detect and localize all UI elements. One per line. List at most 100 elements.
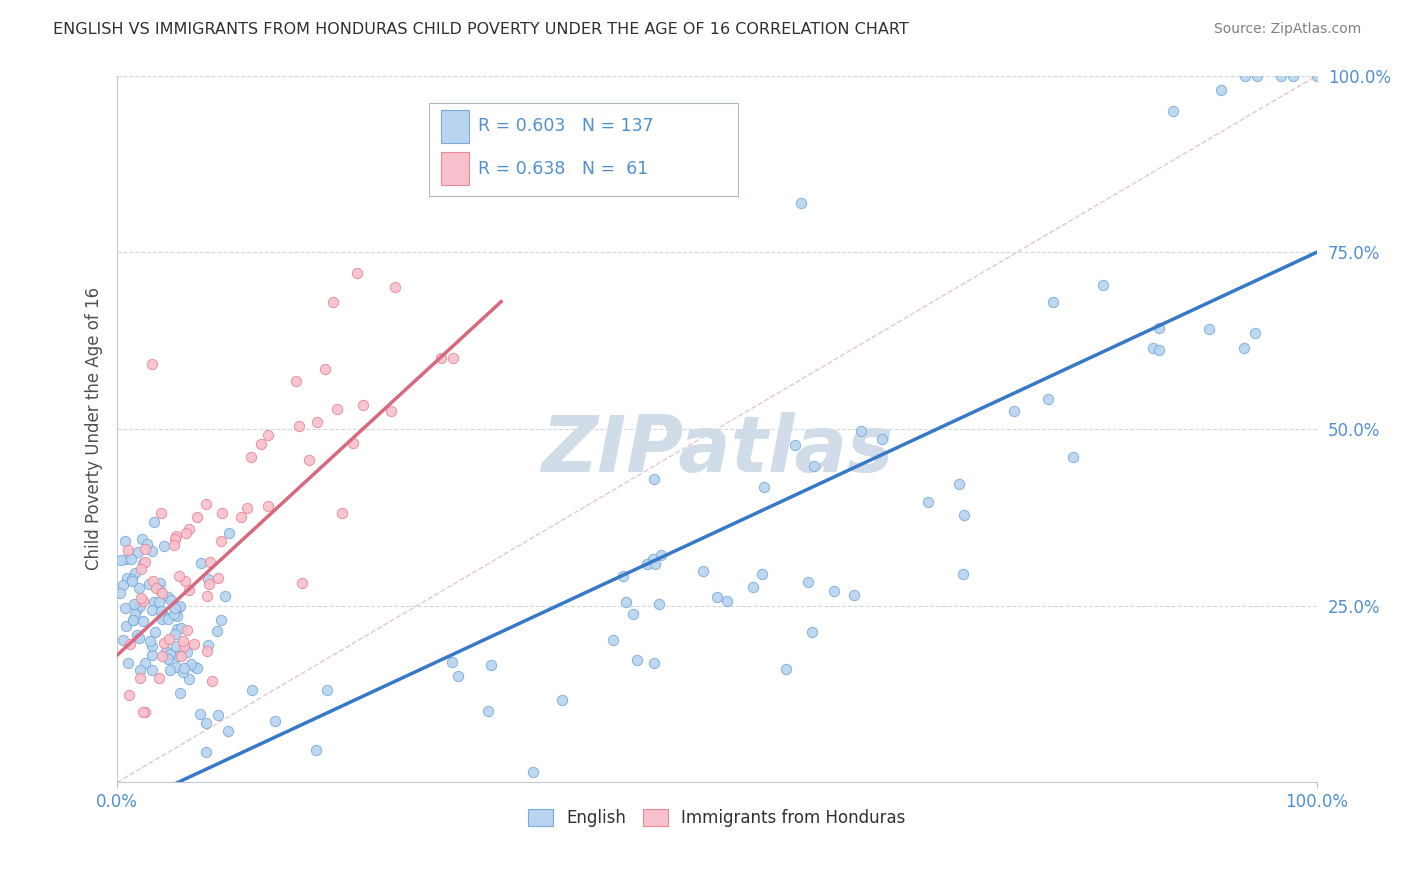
Point	[346, 267, 368, 281]
Point	[842, 588, 865, 602]
Point	[172, 665, 194, 680]
Point	[121, 574, 143, 588]
Point	[121, 573, 143, 587]
Point	[186, 510, 208, 524]
Point	[797, 574, 820, 589]
Point	[621, 607, 644, 621]
Point	[207, 707, 229, 722]
Point	[823, 584, 845, 599]
Point	[110, 586, 132, 600]
Point	[134, 541, 156, 556]
Point	[166, 622, 188, 636]
Point	[1282, 69, 1305, 83]
Point	[198, 555, 221, 569]
Point	[112, 578, 135, 592]
Point	[952, 566, 974, 581]
Y-axis label: Child Poverty Under the Age of 16: Child Poverty Under the Age of 16	[86, 287, 103, 571]
Point	[131, 562, 153, 576]
Point	[602, 632, 624, 647]
Point	[870, 432, 893, 446]
Point	[325, 402, 347, 417]
Point	[134, 555, 156, 569]
Point	[803, 458, 825, 473]
Point	[307, 415, 329, 429]
Point	[125, 628, 148, 642]
Point	[165, 532, 187, 546]
Bar	[441, 110, 470, 143]
Point	[1161, 103, 1184, 118]
Text: R = 0.603   N = 137: R = 0.603 N = 137	[478, 118, 654, 136]
Point	[134, 705, 156, 719]
Point	[150, 506, 173, 520]
Point	[614, 595, 637, 609]
Point	[128, 671, 150, 685]
Point	[141, 602, 163, 616]
Point	[194, 716, 217, 731]
Point	[122, 614, 145, 628]
Point	[194, 497, 217, 511]
Point	[163, 607, 186, 621]
Point	[165, 627, 187, 641]
Point	[173, 661, 195, 675]
Point	[114, 600, 136, 615]
Point	[110, 553, 132, 567]
Point	[641, 552, 664, 566]
Point	[314, 362, 336, 376]
Point	[166, 608, 188, 623]
Point	[522, 765, 544, 780]
Point	[157, 590, 180, 604]
Point	[342, 436, 364, 450]
Point	[201, 673, 224, 688]
Point	[1062, 450, 1084, 465]
Point	[170, 648, 193, 663]
Point	[1233, 69, 1256, 83]
Point	[141, 544, 163, 558]
Text: Source: ZipAtlas.com: Source: ZipAtlas.com	[1213, 22, 1361, 37]
Point	[195, 644, 218, 658]
Point	[124, 566, 146, 580]
Point	[322, 294, 344, 309]
Point	[176, 644, 198, 658]
Point	[135, 537, 157, 551]
Point	[141, 663, 163, 677]
Point	[129, 591, 152, 605]
Point	[131, 614, 153, 628]
Point	[128, 631, 150, 645]
Point	[1091, 277, 1114, 292]
Point	[177, 582, 200, 597]
Point	[380, 404, 402, 418]
Point	[117, 571, 139, 585]
Point	[142, 574, 165, 588]
Point	[800, 625, 823, 640]
Point	[917, 494, 939, 508]
Point	[124, 607, 146, 621]
Point	[217, 723, 239, 738]
Point	[114, 619, 136, 633]
Point	[644, 557, 666, 571]
Point	[479, 658, 502, 673]
Point	[240, 682, 263, 697]
Point	[155, 643, 177, 657]
Point	[184, 660, 207, 674]
Point	[145, 582, 167, 596]
Point	[180, 657, 202, 671]
Point	[118, 688, 141, 702]
Point	[952, 508, 974, 523]
Point	[285, 374, 308, 388]
Point	[148, 672, 170, 686]
Point	[197, 577, 219, 591]
Point	[305, 743, 328, 757]
Point	[643, 657, 665, 671]
Point	[167, 569, 190, 583]
Point	[150, 649, 173, 664]
Text: ZIPatlas: ZIPatlas	[541, 412, 893, 488]
Point	[1042, 294, 1064, 309]
Point	[1142, 341, 1164, 355]
Point	[384, 280, 406, 294]
Point	[751, 567, 773, 582]
Point	[177, 672, 200, 686]
Point	[114, 533, 136, 548]
Point	[1036, 392, 1059, 406]
Point	[706, 590, 728, 604]
Point	[149, 575, 172, 590]
